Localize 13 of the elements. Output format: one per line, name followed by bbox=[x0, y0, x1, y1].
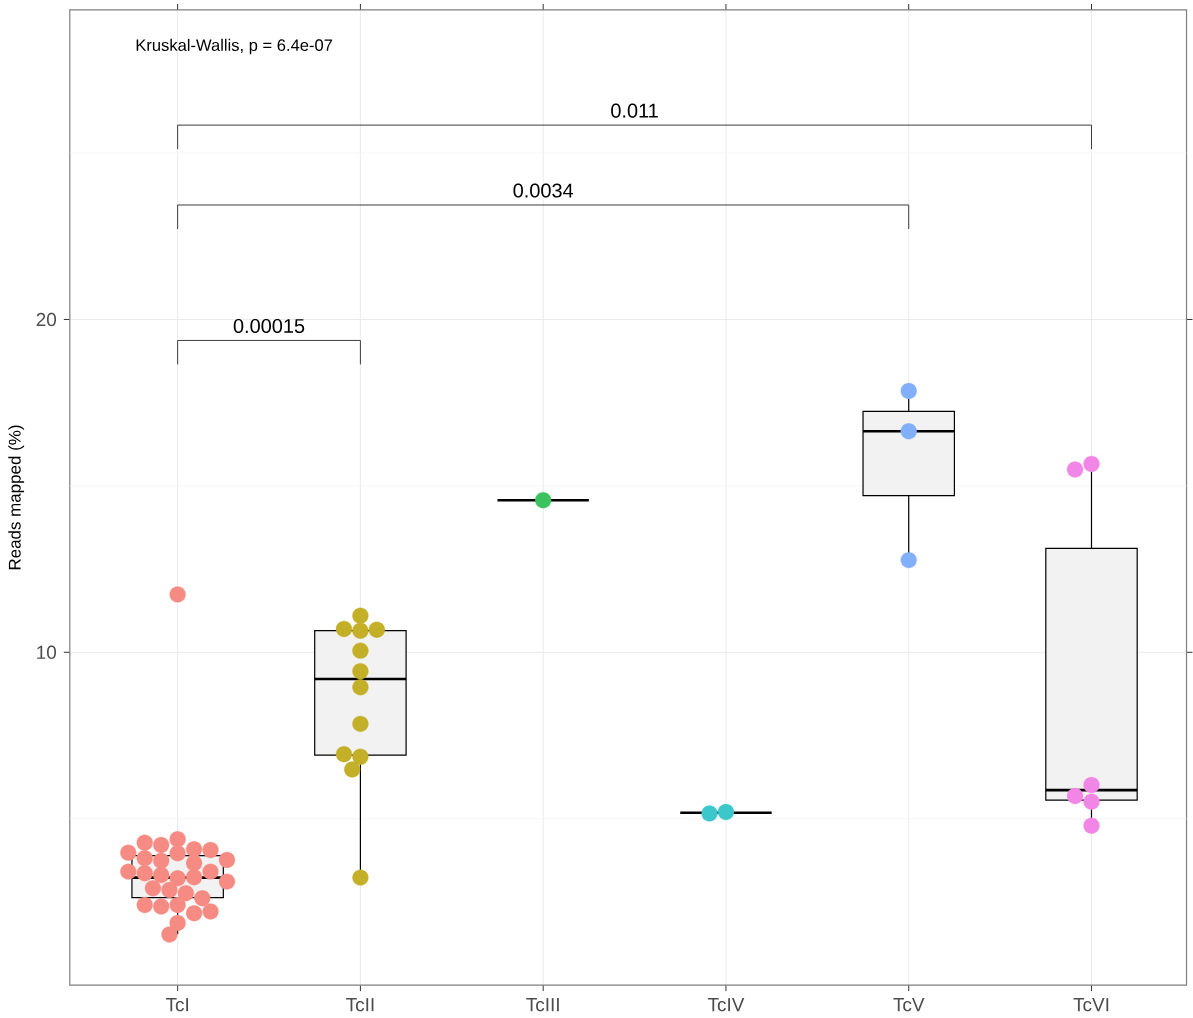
x-tick-label: TcIV bbox=[707, 998, 745, 1012]
y-tick-label: 10 bbox=[37, 645, 57, 660]
annotation: 0.0034 bbox=[513, 183, 574, 198]
y-tick-label: 20 bbox=[36, 312, 57, 327]
annotation: 0.011 bbox=[611, 103, 658, 118]
annotation: Kruskal-Wallis, p = 6.4e-07 bbox=[136, 38, 333, 55]
x-tick-label: TcI bbox=[165, 998, 189, 1012]
annotation: 0.00015 bbox=[233, 318, 305, 334]
x-tick-label: TcIII bbox=[526, 998, 559, 1012]
x-tick-label: TcV bbox=[893, 998, 925, 1012]
y-axis-title: Reads mapped (%) bbox=[8, 425, 25, 570]
x-tick-label: TcII bbox=[346, 998, 374, 1012]
x-tick-label: TcVI bbox=[1073, 998, 1109, 1012]
